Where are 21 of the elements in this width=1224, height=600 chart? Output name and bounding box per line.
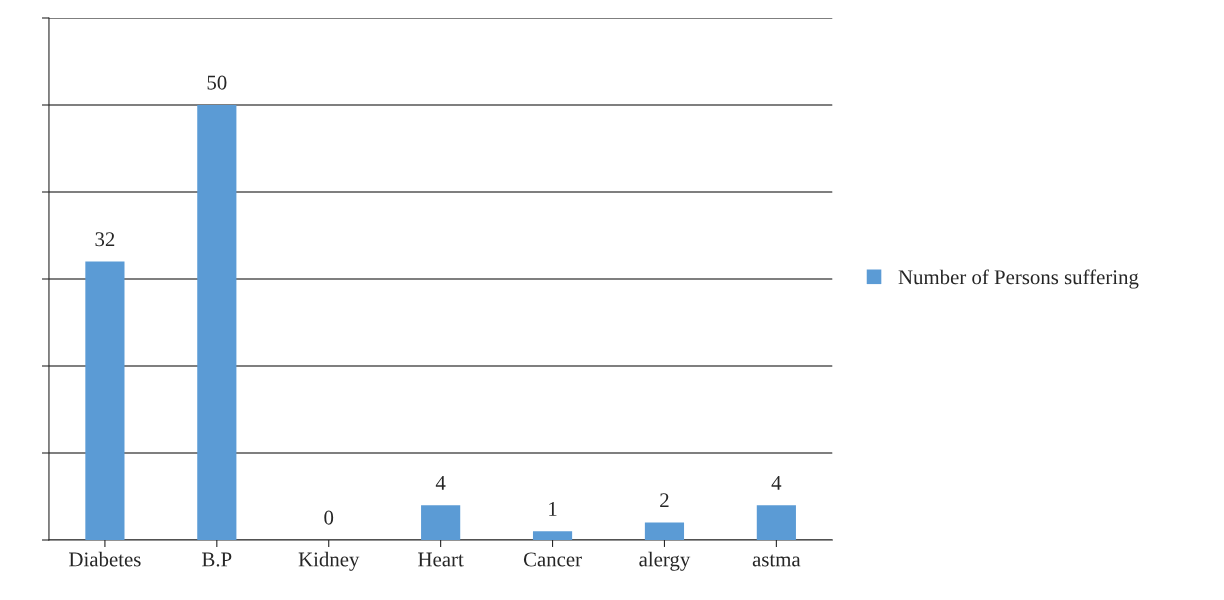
data-label: 4 [435, 475, 446, 490]
x-tick-label: Diabetes [69, 551, 141, 567]
bar [421, 505, 461, 540]
x-tick-label: Cancer [523, 552, 582, 567]
data-label: 32 [95, 232, 115, 247]
x-tick-label: alergy [639, 551, 691, 571]
legend-label: Number of Persons suffering [898, 269, 1139, 289]
x-tick-label: Heart [418, 552, 464, 567]
bar [85, 261, 125, 540]
data-label: 4 [771, 475, 782, 490]
x-tick-label: B.P [202, 552, 232, 567]
bar [756, 505, 796, 540]
data-label: 1 [549, 502, 557, 516]
data-label: 2 [660, 493, 669, 508]
x-tick-label: astma [752, 554, 801, 567]
data-label: 50 [207, 75, 227, 90]
x-tick-label: Kidney [298, 551, 360, 571]
data-label: 0 [324, 510, 334, 525]
bar [532, 531, 573, 540]
bar [644, 522, 685, 540]
bar [197, 105, 237, 540]
